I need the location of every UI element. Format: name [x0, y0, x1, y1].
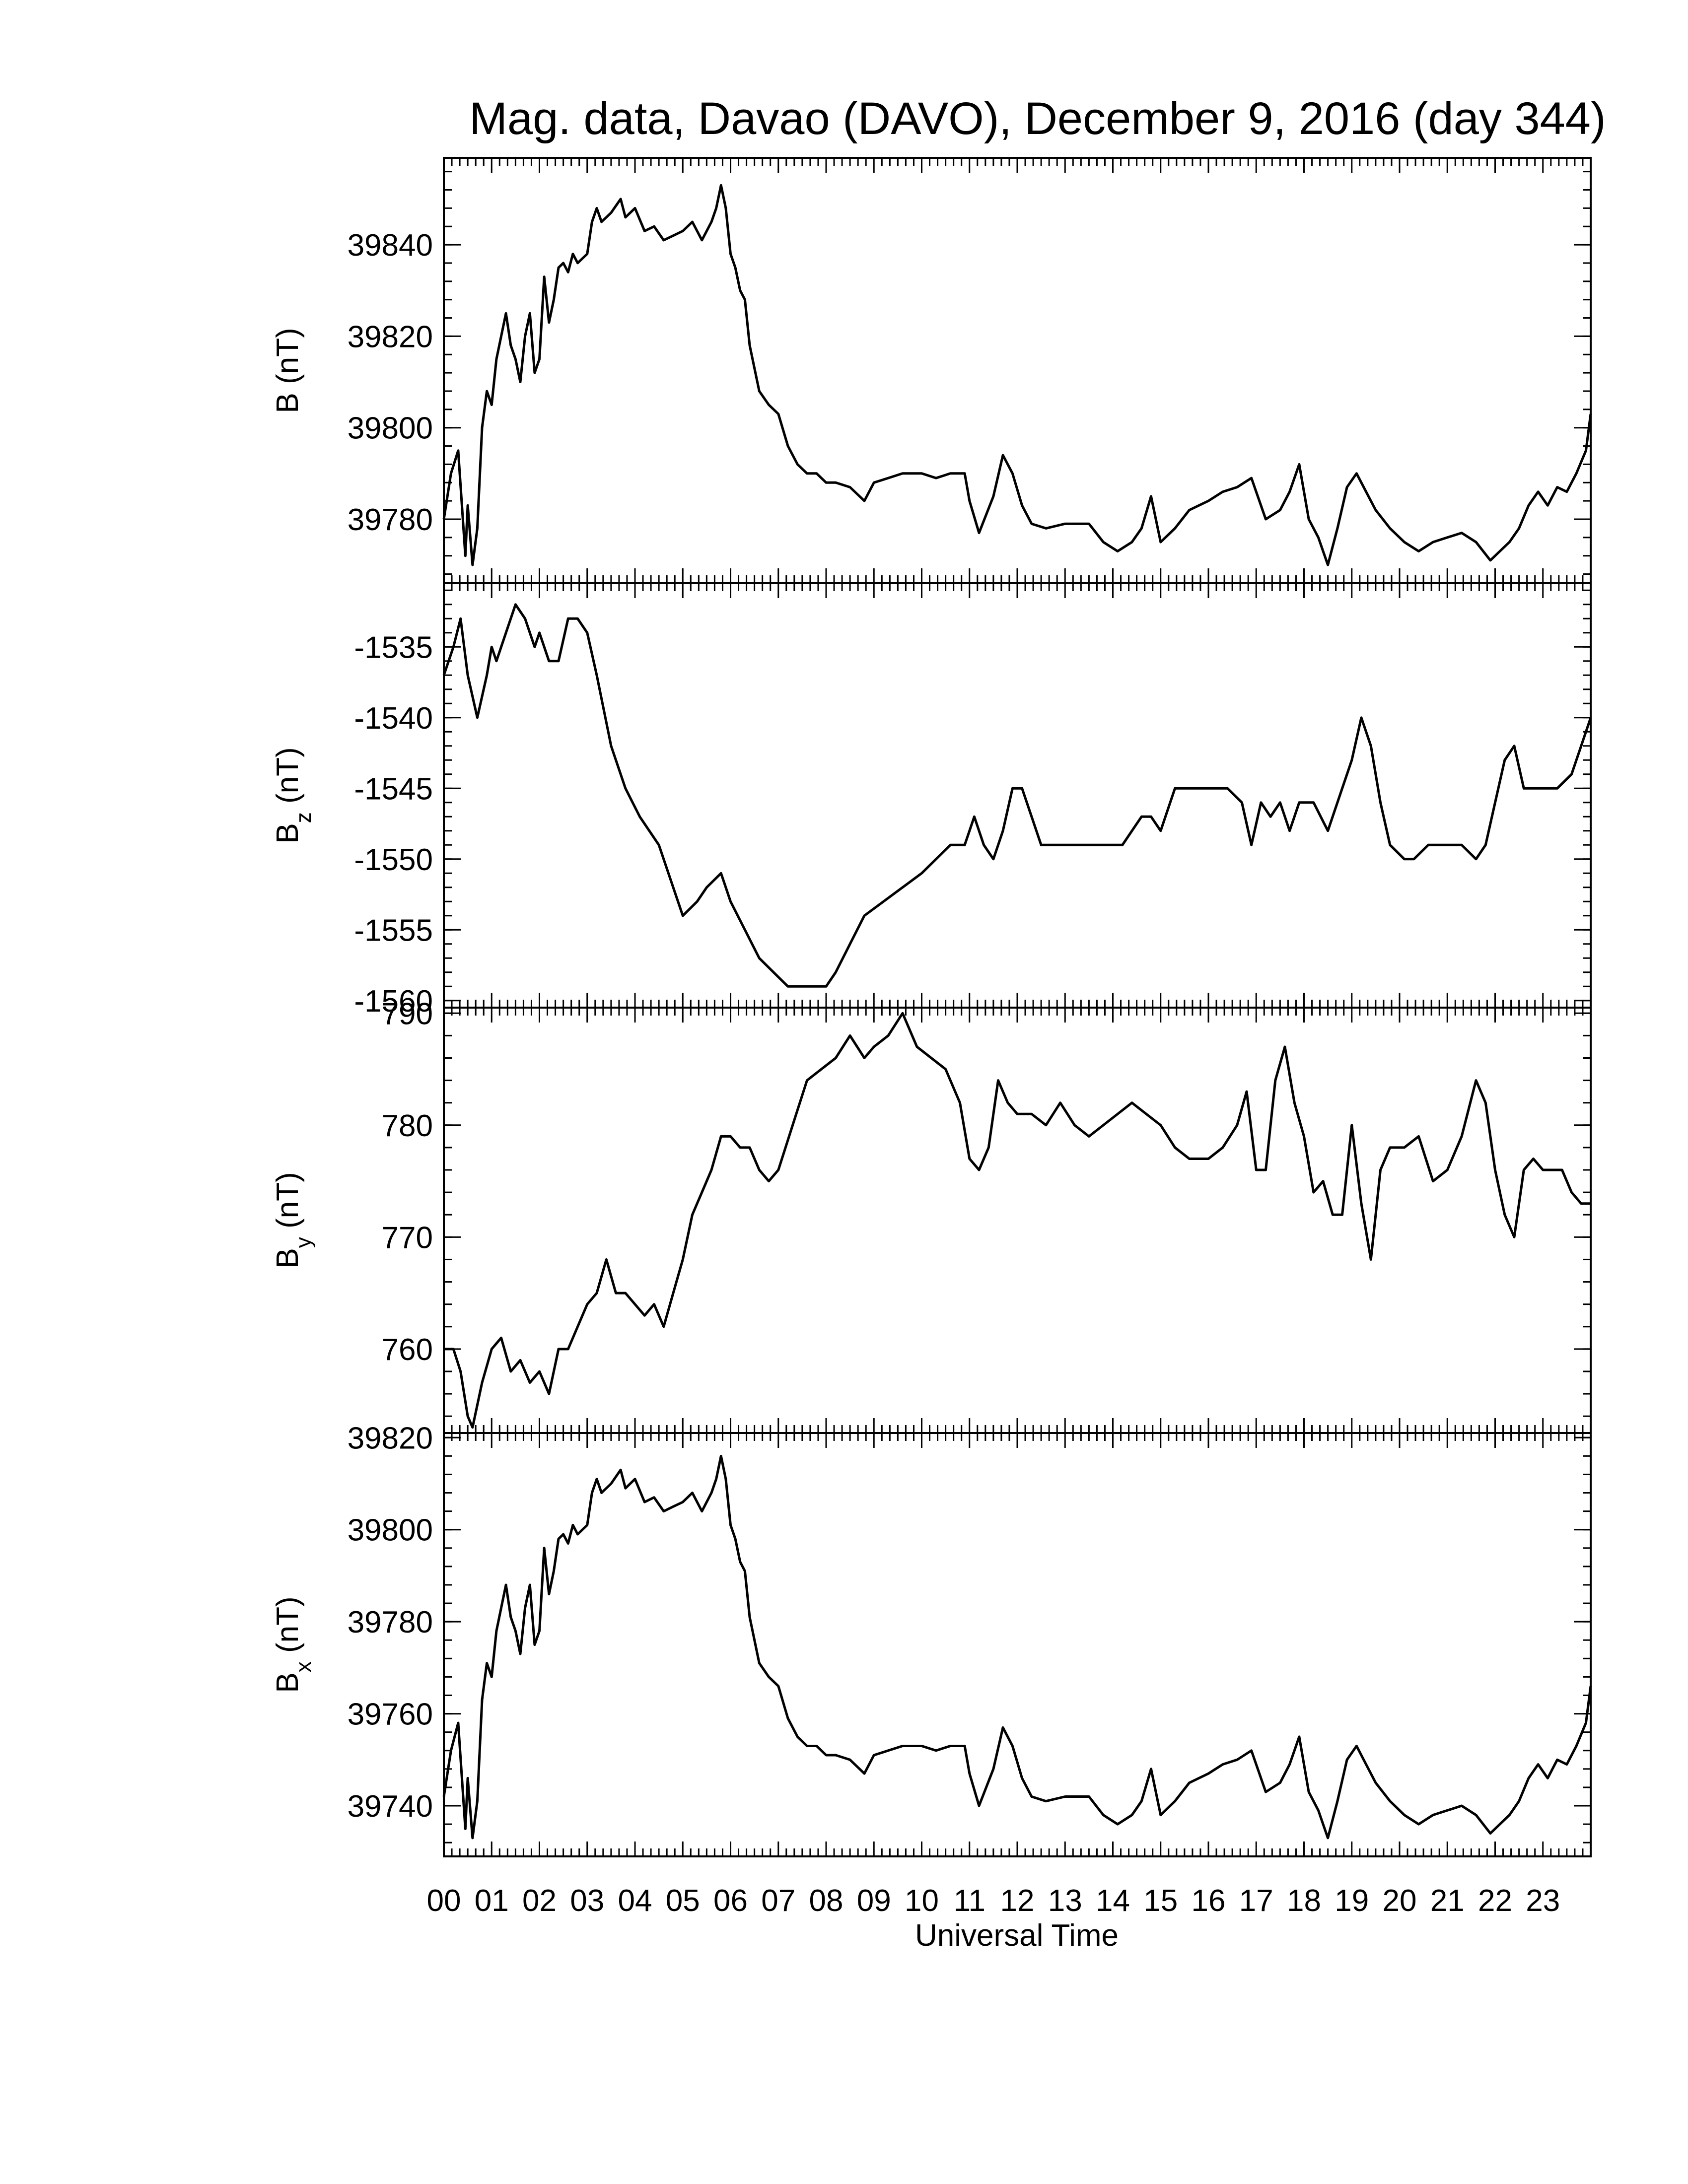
y-tick-label: 39800: [348, 1513, 433, 1548]
series-line-panel-1: [442, 184, 1592, 566]
panel-x-ticks: [443, 1433, 1592, 1856]
y-axis-label-unit: (nT): [271, 1172, 305, 1237]
y-axis-label-main: B: [271, 823, 305, 843]
x-tick-label: 10: [905, 1884, 939, 1918]
y-axis-label-unit: (nT): [271, 1596, 305, 1661]
y-tick-label: 770: [382, 1221, 433, 1255]
y-tick-label: 760: [382, 1333, 433, 1367]
x-tick-label: 18: [1287, 1884, 1321, 1918]
y-tick-label: 39820: [348, 1421, 433, 1455]
y-tick-label: 39820: [348, 320, 433, 354]
x-tick-label: 14: [1096, 1884, 1130, 1918]
panel-x-ticks: [443, 158, 1592, 583]
panel-y-axis: 760 770 780 790: [382, 997, 1591, 1417]
x-tick-label: 08: [809, 1884, 844, 1918]
y-tick-label: -1540: [354, 701, 433, 736]
x-tick-label: 03: [570, 1884, 604, 1918]
x-tick-label: 04: [618, 1884, 652, 1918]
panel-x-ticks: [443, 1008, 1592, 1433]
y-axis-label-main: B: [271, 1672, 305, 1693]
panel-frame: [443, 1432, 1592, 1857]
y-tick-label: -1555: [354, 913, 433, 948]
y-tick-label: 39760: [348, 1698, 433, 1732]
panel-1: 39780 39800 39820 39840 B (nT): [271, 157, 1592, 584]
x-tick-label: 00: [427, 1884, 461, 1918]
panel-3: 760 770 780 790 By (nT): [271, 997, 1592, 1434]
y-tick-label: 39740: [348, 1789, 433, 1824]
panel-4: 39740 39760 39780 39800 39820 Bx (nT): [271, 1421, 1592, 1857]
x-tick-label: 23: [1526, 1884, 1560, 1918]
series-line-panel-4: [442, 1454, 1592, 1840]
panel-y-axis: 39780 39800 39820 39840: [348, 171, 1591, 575]
chart-panels: 39780 39800 39820 39840 B (nT) -1535 -1540 -154…: [271, 157, 1592, 1857]
y-tick-label: 39780: [348, 1605, 433, 1639]
x-tick-label: 02: [522, 1884, 557, 1918]
y-axis-label-unit: (nT): [271, 747, 305, 812]
x-tick-label: 16: [1192, 1884, 1226, 1918]
y-tick-label: -1560: [354, 984, 433, 1019]
series-line-panel-3: [444, 1012, 1591, 1429]
y-axis-label-main: B: [271, 393, 305, 413]
y-axis-label-main: B: [271, 1248, 305, 1268]
x-tick-label: 17: [1239, 1884, 1273, 1918]
x-tick-label: 01: [475, 1884, 509, 1918]
y-tick-label: -1535: [354, 630, 433, 665]
y-tick-label: -1550: [354, 843, 433, 877]
y-axis-label: Bx (nT): [271, 1596, 316, 1693]
x-tick-label: 19: [1335, 1884, 1369, 1918]
panel-x-ticks: [443, 583, 1592, 1008]
panel-frame: [443, 157, 1592, 584]
y-tick-label: 790: [382, 997, 433, 1031]
x-tick-label: 15: [1143, 1884, 1178, 1918]
x-tick-label: 12: [1000, 1884, 1035, 1918]
x-tick-label: 11: [954, 1884, 985, 1918]
y-tick-label: -1545: [354, 772, 433, 806]
x-axis: 00 01 02 03 04 05 06 07 08 09 10 11 12 13 14 15 16 17 18 19…: [427, 1884, 1560, 1918]
x-tick-label: 05: [666, 1884, 700, 1918]
panel-y-axis: 39740 39760 39780 39800 39820: [348, 1421, 1591, 1843]
panel-frame: [443, 1007, 1592, 1434]
y-tick-label: 780: [382, 1109, 433, 1143]
y-tick-label: 39780: [348, 503, 433, 537]
x-tick-label: 22: [1478, 1884, 1512, 1918]
y-axis-label: By (nT): [271, 1172, 316, 1268]
panel-2: -1535 -1540 -1545 -1550 -1555 -1560 Bz (nT): [271, 582, 1592, 1019]
panel-frame: [443, 582, 1592, 1009]
y-axis-label: B (nT): [271, 328, 305, 413]
x-tick-label: 13: [1048, 1884, 1082, 1918]
chart-title: Mag. data, Davao (DAVO), December 9, 201…: [469, 93, 1606, 144]
y-axis-label: Bz (nT): [271, 747, 316, 843]
y-axis-label-subscript: y: [291, 1237, 316, 1248]
x-axis-label: Universal Time: [915, 1918, 1119, 1953]
series-line-panel-2: [442, 603, 1592, 988]
x-tick-label: 20: [1383, 1884, 1417, 1918]
y-axis-label-subscript: x: [291, 1661, 316, 1672]
y-tick-label: 39840: [348, 228, 433, 263]
y-axis-label-unit: (nT): [271, 328, 305, 393]
y-tick-label: 39800: [348, 411, 433, 446]
x-tick-label: 21: [1430, 1884, 1465, 1918]
panel-y-axis: -1535 -1540 -1545 -1550 -1555 -1560: [354, 589, 1591, 1019]
y-axis-label-subscript: z: [291, 812, 316, 823]
x-tick-label: 07: [761, 1884, 795, 1918]
x-tick-label: 06: [713, 1884, 748, 1918]
x-tick-label: 09: [857, 1884, 891, 1918]
